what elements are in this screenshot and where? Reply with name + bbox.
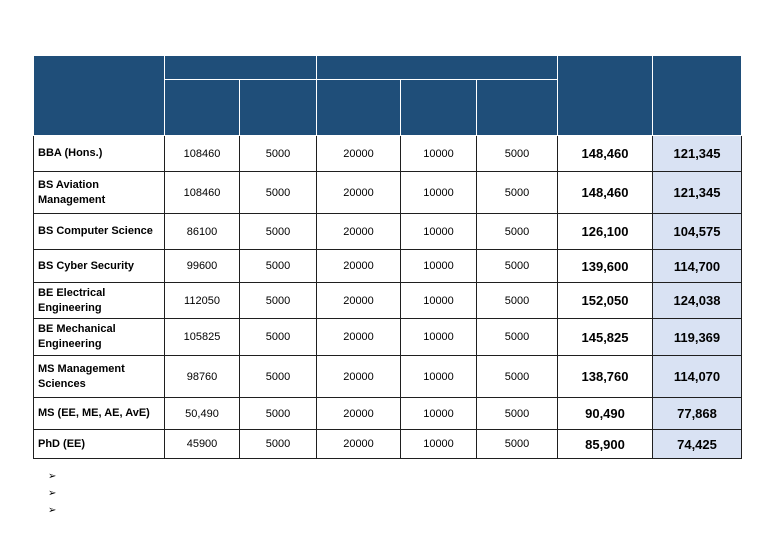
net-fee-cell: 77,868 [652,397,742,430]
fee-cell-c3: 20000 [316,249,401,283]
table-row: BS Cyber Security 99600 5000 20000 10000 5000… [33,249,742,283]
fee-cell-c1: 98760 [164,355,240,398]
bullet-arrow-icon: ➢ [48,488,57,499]
header-total [557,55,653,136]
fee-cell-c4: 10000 [400,355,477,398]
fee-cell-c1: 50,490 [164,397,240,430]
net-fee-cell: 104,575 [652,213,742,250]
header-col-2 [239,79,317,136]
net-fee-cell: 121,345 [652,135,742,172]
fee-cell-c4: 10000 [400,429,477,459]
header-col-5 [476,79,558,136]
table-header [33,55,742,136]
program-name-cell: BE Mechanical Engineering [33,318,165,356]
fee-cell-c2: 5000 [239,171,317,214]
fee-cell-c2: 5000 [239,355,317,398]
fee-cell-c2: 5000 [239,135,317,172]
fee-cell-c2: 5000 [239,282,317,319]
program-name-cell: BS Aviation Management [33,171,165,214]
fee-cell-c2: 5000 [239,249,317,283]
fee-cell-c4: 10000 [400,397,477,430]
fee-cell-c4: 10000 [400,171,477,214]
total-fee-cell: 138,760 [557,355,653,398]
program-name-cell: MS Management Sciences [33,355,165,398]
fee-cell-c2: 5000 [239,397,317,430]
header-col-3 [316,79,401,136]
fee-cell-c1: 108460 [164,135,240,172]
net-fee-cell: 124,038 [652,282,742,319]
total-fee-cell: 148,460 [557,135,653,172]
fee-cell-c3: 20000 [316,213,401,250]
total-fee-cell: 148,460 [557,171,653,214]
fee-cell-c5: 5000 [476,355,558,398]
table-row: BE Mechanical Engineering 105825 5000 20000… [33,318,742,356]
net-fee-cell: 114,070 [652,355,742,398]
fee-cell-c3: 20000 [316,171,401,214]
fee-cell-c1: 108460 [164,171,240,214]
header-group-b [316,55,558,80]
net-fee-cell: 121,345 [652,171,742,214]
table-row: BS Computer Science 86100 5000 20000 10000 50… [33,213,742,250]
fee-cell-c2: 5000 [239,318,317,356]
program-name-cell: BS Computer Science [33,213,165,250]
fee-cell-c3: 20000 [316,282,401,319]
net-fee-cell: 119,369 [652,318,742,356]
fee-cell-c3: 20000 [316,135,401,172]
fee-cell-c3: 20000 [316,429,401,459]
bullet-list: ➢ ➢ ➢ [48,470,56,521]
fee-cell-c4: 10000 [400,318,477,356]
fee-cell-c4: 10000 [400,135,477,172]
total-fee-cell: 126,100 [557,213,653,250]
fee-cell-c2: 5000 [239,213,317,250]
fee-cell-c1: 86100 [164,213,240,250]
net-fee-cell: 114,700 [652,249,742,283]
total-fee-cell: 145,825 [557,318,653,356]
fee-cell-c5: 5000 [476,213,558,250]
total-fee-cell: 152,050 [557,282,653,319]
header-col-4 [400,79,477,136]
table-row: BBA (Hons.) 108460 5000 20000 10000 5000 148,4… [33,135,742,172]
table-row: BE Electrical Engineering 112050 5000 20000… [33,282,742,319]
fee-cell-c5: 5000 [476,429,558,459]
table-row: BS Aviation Management 108460 5000 20000 100… [33,171,742,214]
program-name-cell: BE Electrical Engineering [33,282,165,319]
table-row: PhD (EE) 45900 5000 20000 10000 5000 85,900 74,… [33,429,742,459]
program-name-cell: MS (EE, ME, AE, AvE) [33,397,165,430]
fee-cell-c5: 5000 [476,171,558,214]
header-net [652,55,742,136]
program-name-cell: BBA (Hons.) [33,135,165,172]
bullet-arrow-icon: ➢ [48,505,57,516]
program-name-cell: PhD (EE) [33,429,165,459]
program-name-cell: BS Cyber Security [33,249,165,283]
fee-cell-c1: 105825 [164,318,240,356]
fee-cell-c4: 10000 [400,213,477,250]
table-body: BBA (Hons.) 108460 5000 20000 10000 5000 148,4… [33,135,742,459]
fee-cell-c3: 20000 [316,397,401,430]
fee-cell-c1: 99600 [164,249,240,283]
total-fee-cell: 85,900 [557,429,653,459]
fee-cell-c5: 5000 [476,397,558,430]
bullet-arrow-icon: ➢ [48,471,57,482]
fee-cell-c4: 10000 [400,249,477,283]
header-col-1 [164,79,240,136]
fee-table: BBA (Hons.) 108460 5000 20000 10000 5000 148,4… [33,55,742,459]
fee-cell-c3: 20000 [316,318,401,356]
table-row: MS Management Sciences 98760 5000 20000 1000… [33,355,742,398]
fee-cell-c5: 5000 [476,318,558,356]
header-program [33,55,165,136]
fee-cell-c1: 112050 [164,282,240,319]
fee-cell-c2: 5000 [239,429,317,459]
total-fee-cell: 139,600 [557,249,653,283]
fee-cell-c5: 5000 [476,282,558,319]
net-fee-cell: 74,425 [652,429,742,459]
fee-cell-c5: 5000 [476,249,558,283]
fee-cell-c5: 5000 [476,135,558,172]
fee-cell-c4: 10000 [400,282,477,319]
total-fee-cell: 90,490 [557,397,653,430]
fee-cell-c3: 20000 [316,355,401,398]
fee-cell-c1: 45900 [164,429,240,459]
header-group-a [164,55,317,80]
table-row: MS (EE, ME, AE, AvE) 50,490 5000 20000 10000… [33,397,742,430]
